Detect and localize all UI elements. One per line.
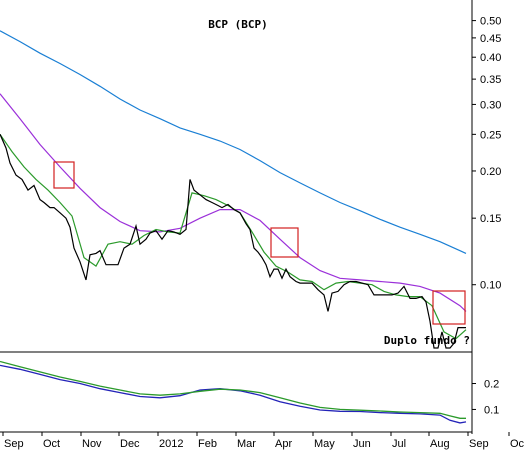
indicator-panel-series <box>0 360 467 424</box>
main-y-tick-label: 0.10 <box>480 280 501 292</box>
main-series-line-1 <box>0 30 467 254</box>
x-tick-label: Oc <box>510 438 525 450</box>
highlight-box-1 <box>53 161 75 189</box>
main-y-tick-label: 0.50 <box>480 16 501 28</box>
x-tick-label: Aug <box>430 438 450 450</box>
x-tick-label: 2012 <box>159 438 183 450</box>
duplo-fundo-annotation: Duplo fundo ? <box>384 334 470 347</box>
main-y-tick-label: 0.30 <box>480 99 501 111</box>
main-panel-series <box>0 30 467 349</box>
x-tick-label: Feb <box>198 438 217 450</box>
main-y-tick-label: 0.35 <box>480 74 501 86</box>
main-y-tick-label: 0.15 <box>480 213 501 225</box>
main-series-line-4 <box>0 134 466 349</box>
highlight-boxes <box>53 161 466 325</box>
x-tick-label: Apr <box>275 438 292 450</box>
x-tick-label: Dec <box>120 438 140 450</box>
x-axis: Sep Oct Nov Dec 2012 Feb Mar Apr May Jun Jul Aug Sep… <box>2 432 525 450</box>
main-y-tick-label: 0.20 <box>480 166 501 178</box>
x-tick-label: Nov <box>82 438 102 450</box>
x-tick-label: Sep <box>4 438 24 450</box>
indicator-y-axis: 0.2 0.1 <box>472 379 499 416</box>
indicator-series-line-2 <box>0 360 466 419</box>
main-y-axis: 0.50 0.45 0.40 0.35 0.30 0.25 0.20 0.15 0.10 <box>472 16 501 292</box>
highlight-box-2 <box>270 227 299 258</box>
x-tick-label: Oct <box>43 438 60 450</box>
main-y-tick-label: 0.25 <box>480 129 501 141</box>
main-series-line-2 <box>0 93 467 312</box>
chart-title: BCP (BCP) <box>208 18 268 31</box>
main-y-tick-label: 0.45 <box>480 33 501 45</box>
main-series-line-3 <box>0 133 467 340</box>
x-tick-label: Jul <box>392 438 406 450</box>
x-tick-label: Sep <box>469 438 489 450</box>
x-tick-label: Mar <box>237 438 256 450</box>
x-tick-label: May <box>314 438 335 450</box>
indicator-y-tick-label: 0.2 <box>484 379 499 391</box>
x-tick-label: Jun <box>353 438 371 450</box>
highlight-box-3 <box>432 290 466 325</box>
indicator-series-line-1 <box>0 364 467 424</box>
main-y-tick-label: 0.40 <box>480 52 501 64</box>
panel-frame <box>0 0 473 434</box>
indicator-y-tick-label: 0.1 <box>484 404 499 416</box>
